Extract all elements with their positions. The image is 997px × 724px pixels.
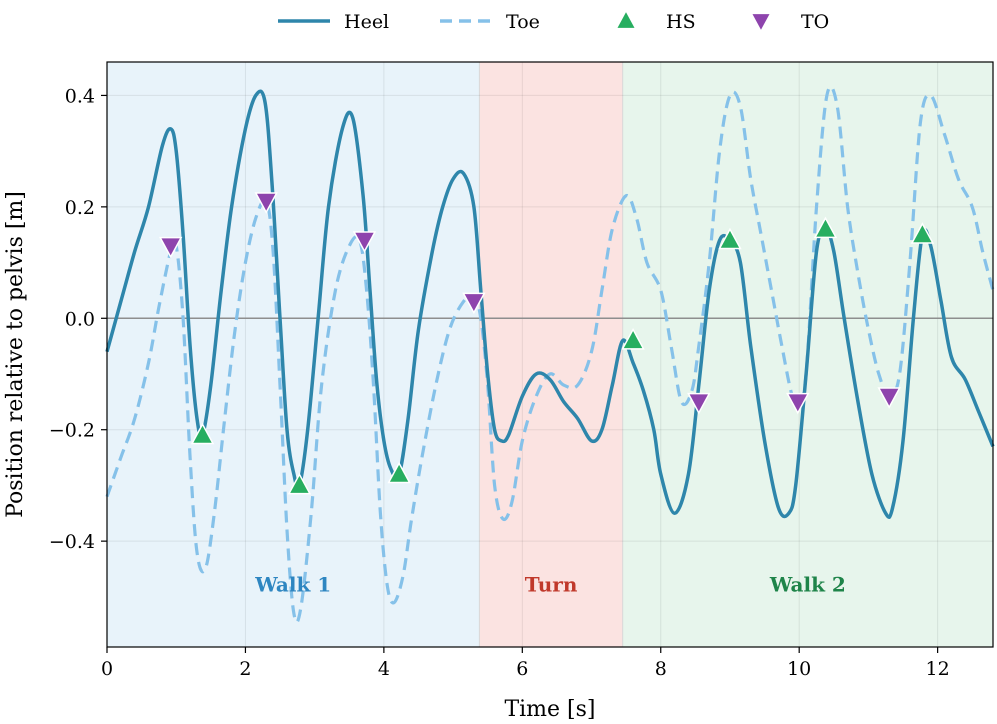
y-tick-label: −0.2 [49, 420, 95, 442]
x-tick-label: 2 [239, 658, 251, 680]
x-tick-label: 8 [655, 658, 667, 680]
x-tick-label: 6 [516, 658, 528, 680]
region-label-0: Walk 1 [254, 572, 331, 596]
x-tick-label: 0 [101, 658, 113, 680]
legend: Heel Toe HS TO [278, 9, 829, 33]
region-0 [107, 62, 480, 647]
x-tick-label: 12 [926, 658, 950, 680]
hs-marker [813, 216, 838, 239]
region-labels: Walk 1 Turn Walk 2 [254, 572, 846, 596]
to-marker [254, 192, 278, 214]
to-marker [877, 387, 901, 409]
hs-marker [910, 222, 935, 244]
y-tick-label: 0.0 [65, 308, 95, 330]
region-label-2: Walk 2 [769, 572, 846, 596]
to-marker [786, 392, 810, 415]
y-tick-label: 0.4 [65, 85, 95, 107]
series-line-toe [105, 85, 995, 624]
hs-marker [387, 461, 411, 484]
to-marker [158, 236, 183, 259]
x-tick-label: 10 [787, 658, 811, 680]
region-1 [479, 62, 623, 647]
hs-marker [287, 472, 312, 495]
y-tick-label: −0.4 [49, 531, 95, 553]
y-axis-title: Position relative to pelvis [m] [3, 191, 28, 518]
to-marker [687, 392, 711, 415]
plot-frame [106, 61, 994, 648]
region-label-1: Turn [525, 572, 578, 596]
event-markers [158, 192, 935, 495]
hs-marker [621, 327, 645, 350]
to-marker [462, 292, 486, 315]
legend-label-heel: Heel [344, 11, 389, 33]
hs-marker [190, 422, 215, 445]
y-tick-label: 0.2 [65, 197, 95, 219]
legend-swatch-to [750, 12, 772, 33]
to-marker [352, 231, 377, 253]
x-axis-title: Time [s] [504, 697, 595, 722]
hs-marker [718, 227, 742, 250]
x-axis-ticks: 0 2 4 6 8 10 12 [101, 647, 950, 680]
phase-regions [106, 62, 993, 647]
legend-label-hs: HS [666, 11, 696, 33]
x-tick-label: 4 [378, 658, 390, 680]
y-axis-ticks: −0.4 −0.2 0.0 0.2 0.4 [49, 85, 107, 553]
legend-label-toe: Toe [506, 11, 540, 33]
legend-swatch-hs [615, 9, 637, 30]
legend-label-to: TO [801, 11, 829, 33]
